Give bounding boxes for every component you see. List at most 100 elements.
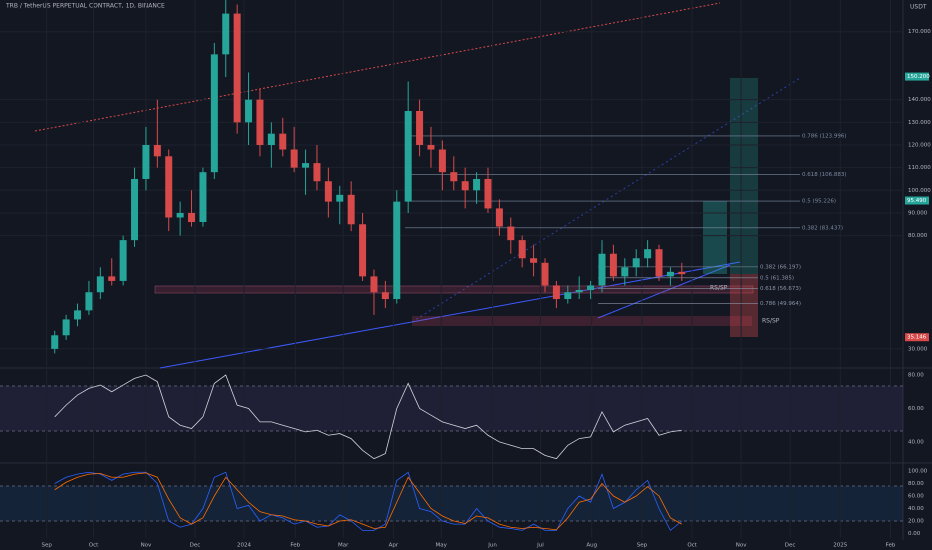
candle-body (609, 253, 617, 277)
candle-body (484, 178, 492, 209)
candle-body (655, 249, 663, 277)
fib-label: 0.618 (56.673) (760, 286, 801, 292)
candle-body (313, 163, 321, 182)
candle-body (530, 258, 538, 263)
candle-body (302, 163, 310, 168)
candle-body (74, 310, 82, 320)
y-tick-label: 80.00 (908, 373, 924, 379)
fib-label: 0.5 (95.226) (802, 199, 836, 205)
candle-body (461, 181, 469, 191)
candle-body (666, 271, 674, 277)
candle-body (678, 271, 686, 275)
candle-body (495, 208, 503, 227)
x-tick-label: Sep (42, 543, 53, 549)
candle-body (85, 292, 93, 311)
fib-label: 0.786 (123.996) (802, 133, 847, 139)
candle-body (119, 240, 127, 281)
y-tick-label: 100.000 (908, 188, 931, 194)
y-tick-label: 60.00 (908, 494, 924, 500)
candle-body (336, 194, 344, 202)
candle-body (438, 149, 446, 173)
candle-body (256, 99, 264, 145)
candle-body (564, 292, 572, 300)
price-tag-label: 95.490 (907, 198, 927, 204)
candle-body (108, 276, 116, 281)
x-tick-label: Dec (190, 543, 201, 549)
y-tick-label: 80.00 (908, 481, 924, 487)
candle-body (552, 285, 560, 300)
candle-body (51, 335, 59, 349)
candle-body (245, 99, 253, 123)
x-tick-label: Feb (290, 543, 300, 549)
fib-label: 0.618 (106.883) (802, 172, 847, 178)
candle-body (62, 319, 70, 336)
y-tick-label: 20.00 (908, 519, 924, 525)
price-tag-label: 35.146 (907, 335, 927, 341)
x-tick-label: Jul (536, 543, 544, 549)
x-tick-label: Aug (586, 543, 597, 549)
y-tick-label: 170.000 (908, 29, 931, 35)
candle-body (290, 149, 298, 168)
candle-body (416, 111, 424, 145)
trend-line (411, 77, 801, 323)
candle-body (381, 292, 389, 300)
candle-body (188, 212, 196, 223)
trend-line (34, 2, 721, 132)
price-tag-label: 150.200 (907, 74, 930, 80)
candle-body (518, 240, 526, 259)
indicator-line (54, 374, 682, 460)
candle-body (222, 13, 230, 55)
zone (412, 316, 752, 326)
y-tick-label: 60.00 (908, 406, 924, 412)
price-tag (905, 72, 929, 81)
candle-body (176, 212, 184, 218)
trend-line (597, 264, 731, 319)
x-tick-label: 2024 (237, 543, 251, 549)
candle-body (507, 226, 515, 241)
candle-body (370, 276, 378, 293)
zone (154, 285, 754, 294)
x-tick-label: Jun (487, 543, 497, 549)
candle-body (142, 144, 150, 179)
x-tick-label: Nov (736, 543, 747, 549)
fib-label: 0.382 (66.197) (760, 264, 801, 270)
y-tick-label: 120.000 (908, 142, 931, 148)
x-tick-label: May (436, 543, 448, 549)
currency-label: USDT (910, 4, 927, 11)
fib-label: 0.786 (49.964) (760, 301, 801, 307)
y-tick-label: 0.00 (908, 531, 921, 537)
candle-body (541, 262, 549, 286)
zone-label: RS/SP (762, 318, 780, 325)
stop-zone (730, 274, 758, 337)
x-tick-label: Sep (637, 543, 648, 549)
candle-body (267, 133, 275, 145)
candle-body (575, 289, 583, 293)
x-tick-label: 2025 (833, 543, 847, 549)
indicator-line (54, 471, 683, 531)
x-tick-label: Feb (886, 543, 896, 549)
price-tag (905, 196, 929, 205)
target-zone (703, 201, 727, 274)
candle-body (165, 156, 173, 218)
x-tick-label: Mar (338, 543, 349, 549)
x-tick-label: Oct (687, 543, 697, 549)
y-tick-label: 130.000 (908, 120, 931, 126)
candle-body (427, 144, 435, 150)
y-tick-label: 30.000 (908, 346, 928, 352)
candle-body (359, 224, 367, 277)
candle-body (621, 267, 629, 277)
y-tick-label: 80.000 (908, 233, 928, 239)
candle-body (279, 133, 287, 150)
candle-body (404, 111, 412, 202)
candle-body (153, 144, 161, 157)
fib-label: 0.5 (61.385) (760, 275, 794, 281)
price-tag (905, 333, 929, 342)
candle-body (598, 253, 606, 286)
candle-body (632, 258, 640, 268)
target-zone (730, 78, 758, 274)
y-tick-label: 110.000 (908, 165, 931, 171)
y-tick-label: 40.00 (908, 439, 924, 445)
y-tick-label: 40.00 (908, 506, 924, 512)
